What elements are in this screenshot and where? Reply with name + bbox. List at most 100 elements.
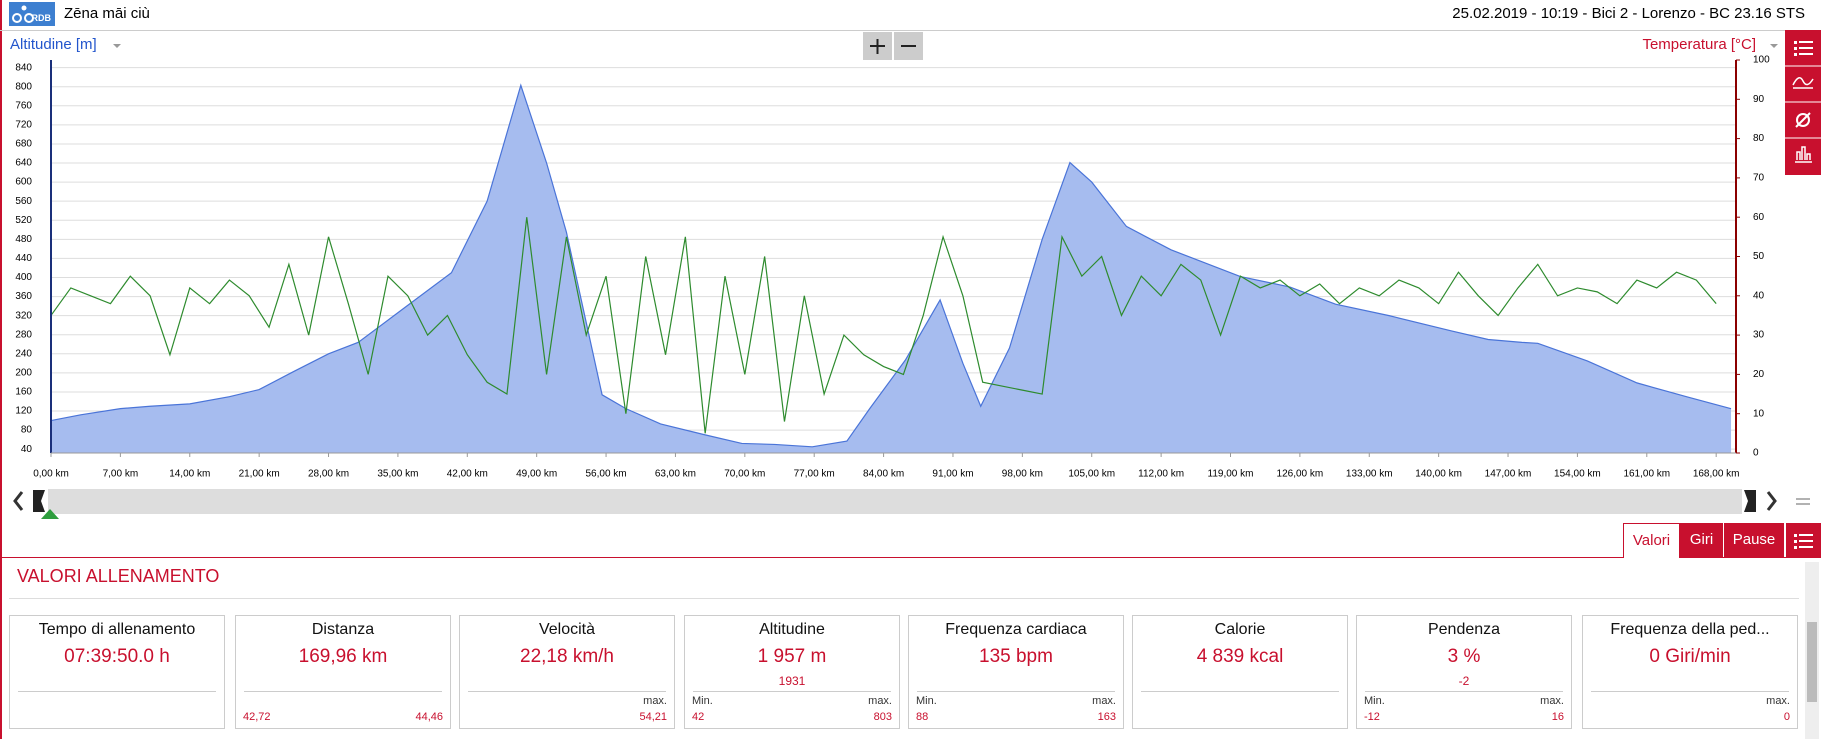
- area-line: [50, 83, 1732, 448]
- card-divider: [1141, 691, 1339, 692]
- x-tick-label: 168,00 km: [1693, 469, 1740, 480]
- x-tick-label: 154,00 km: [1554, 469, 1601, 480]
- card-value: 1 957 m: [757, 646, 827, 667]
- scrollbar[interactable]: [1805, 562, 1819, 739]
- tab-menu[interactable]: [1786, 523, 1821, 557]
- x-tick-label: 56,00 km: [585, 469, 626, 480]
- x-tick-label: 161,00 km: [1623, 469, 1670, 480]
- stat-card: Tempo di allenamento 07:39:50.0 h: [9, 615, 225, 729]
- x-tick-label: 0,00 km: [33, 469, 69, 480]
- min-label: Min.: [692, 695, 713, 707]
- min-value: 88: [916, 711, 929, 723]
- y2-tick-label: 90: [1753, 94, 1765, 105]
- x-tick-label: 126,00 km: [1277, 469, 1324, 480]
- card-title: Calorie: [1214, 621, 1266, 638]
- min-label: Min.: [916, 695, 937, 707]
- card-value: 3 %: [1447, 646, 1481, 667]
- tab[interactable]: Giri: [1680, 523, 1723, 557]
- y-tick-label: 200: [15, 368, 32, 379]
- y2-tick-label: 30: [1753, 330, 1765, 341]
- card-title: Frequenza della ped...: [1610, 621, 1770, 638]
- x-tick-label: 7,00 km: [103, 469, 139, 480]
- x-tick-label: 119,00 km: [1208, 469, 1254, 480]
- card-divider: [693, 691, 891, 692]
- y-tick-label: 680: [15, 139, 32, 150]
- logo[interactable]: RDB: [9, 2, 55, 26]
- min-value: 42: [692, 711, 705, 723]
- y-tick-label: 320: [15, 310, 32, 321]
- range-start[interactable]: [33, 490, 45, 512]
- tab[interactable]: Valori: [1623, 523, 1680, 558]
- card-sub-value: 1931: [778, 674, 806, 688]
- card-title: Tempo di allenamento: [38, 621, 196, 638]
- nav-menu[interactable]: [1796, 498, 1810, 505]
- stat-card: Calorie 4 839 kcal: [1132, 615, 1348, 729]
- section-rule: [9, 598, 1799, 599]
- chart-icon[interactable]: [1792, 77, 1814, 89]
- side-toolbar: [1785, 30, 1821, 175]
- y-tick-label: 40: [21, 444, 33, 455]
- nav-left[interactable]: [13, 491, 24, 511]
- x-tick-label: 84,00 km: [863, 469, 904, 480]
- stat-card: Distanza 169,96 km 42,72 44,46: [235, 615, 451, 729]
- card-value: 135 bpm: [979, 646, 1053, 667]
- x-tick-label: 91,00 km: [932, 469, 973, 480]
- x-tick-label: 14,00 km: [169, 469, 210, 480]
- card-value: 4 839 kcal: [1196, 646, 1284, 667]
- max-label: max.: [643, 695, 667, 707]
- range-end[interactable]: [1744, 490, 1756, 512]
- nav-right[interactable]: [1766, 491, 1777, 511]
- card-divider: [468, 691, 666, 692]
- x-tick-label: 98,00 km: [1002, 469, 1043, 480]
- max-label: max.: [1766, 695, 1790, 707]
- y2-axis-title[interactable]: Temperatura [°C]: [1642, 36, 1756, 53]
- workout-info: 25.02.2019 - 10:19 - Bici 2 - Lorenzo - …: [1452, 5, 1805, 22]
- y2-tick-label: 100: [1753, 55, 1770, 66]
- y-tick-label: 160: [15, 387, 32, 398]
- tab[interactable]: Pause: [1724, 523, 1784, 557]
- y2-tick-label: 10: [1753, 408, 1765, 419]
- header: RDB Zēna māi ciù 25.02.2019 - 10:19 - Bi…: [0, 0, 1821, 31]
- logo-text: RDB: [31, 13, 52, 23]
- y-tick-label: 600: [15, 177, 32, 188]
- x-tick-label: 133,00 km: [1346, 469, 1393, 480]
- x-tick-label: 77,00 km: [794, 469, 835, 480]
- card-value: 22,18 km/h: [520, 646, 614, 667]
- y2-tick-label: 60: [1753, 212, 1765, 223]
- avg-icon[interactable]: [1796, 113, 1810, 127]
- max-value: 44,46: [415, 711, 443, 723]
- zoom-icons: [870, 39, 916, 54]
- tab-rule: [0, 557, 1821, 558]
- position-marker[interactable]: [41, 509, 59, 519]
- y2-tick-label: 50: [1753, 251, 1765, 262]
- x-tick-label: 49,00 km: [516, 469, 557, 480]
- x-tick-label: 70,00 km: [724, 469, 765, 480]
- dropdown[interactable]: [113, 44, 121, 48]
- dropdown[interactable]: [1770, 44, 1778, 48]
- left-border: [0, 0, 2, 739]
- max-value: 54,21: [639, 711, 667, 723]
- y-tick-label: 280: [15, 329, 32, 340]
- navigator-track[interactable]: [48, 489, 1742, 514]
- x-tick-label: 63,00 km: [655, 469, 696, 480]
- y-tick-label: 80: [21, 425, 33, 436]
- card-title: Distanza: [311, 621, 375, 638]
- x-tick-label: 35,00 km: [377, 469, 418, 480]
- card-value: 0 Giri/min: [1649, 646, 1731, 667]
- logo-icon: [12, 5, 34, 23]
- x-tick-label: 28,00 km: [308, 469, 349, 480]
- card-divider: [1365, 691, 1563, 692]
- x-tick-label: 112,00 km: [1138, 469, 1184, 480]
- y-axis-title[interactable]: Altitudine [m]: [10, 36, 97, 53]
- x-tick-label: 140,00 km: [1415, 469, 1462, 480]
- min-value: 42,72: [243, 711, 271, 723]
- max-label: max.: [868, 695, 892, 707]
- bar-icon[interactable]: [1795, 146, 1812, 163]
- card-value: 169,96 km: [298, 646, 388, 667]
- y2-tick-label: 20: [1753, 369, 1765, 380]
- list-icon[interactable]: [1794, 41, 1813, 56]
- chart: Altitudine [m] Temperatura [°C] 40 80 120 1…: [10, 32, 1778, 480]
- y-tick-label: 240: [15, 348, 32, 359]
- stat-card: Altitudine 1 957 m 1931 Min. 42 max. 803: [684, 615, 900, 729]
- min-value: -12: [1364, 711, 1380, 723]
